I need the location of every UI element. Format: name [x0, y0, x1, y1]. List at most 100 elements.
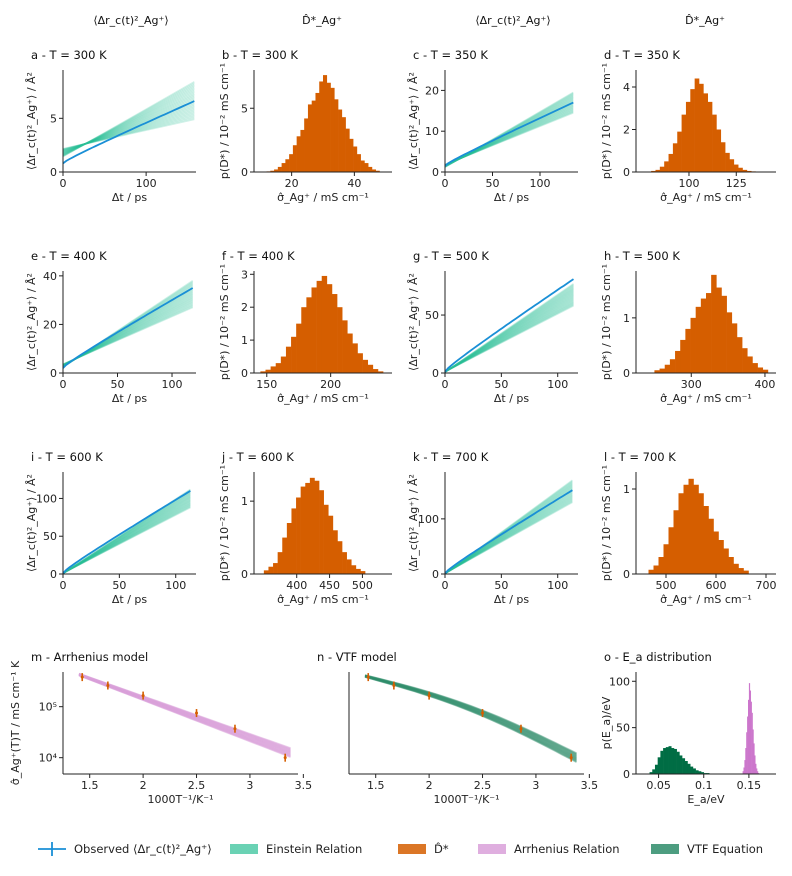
x-tick-label: 40: [347, 177, 361, 190]
einstein-fit-line: [444, 491, 573, 575]
histogram-bar: [311, 287, 317, 373]
einstein-fit-line: [62, 299, 194, 366]
histogram-bar: [684, 761, 688, 774]
einstein-fit-line: [62, 493, 191, 574]
histogram-bar: [744, 760, 746, 774]
einstein-fit-line: [62, 81, 195, 158]
einstein-fit-line: [62, 85, 195, 157]
histogram-bar: [675, 350, 681, 373]
x-tick-label: 0.1: [695, 779, 713, 792]
histogram-bar: [751, 712, 753, 774]
x-tick-label: 100: [547, 579, 568, 592]
histogram-bar: [680, 339, 686, 373]
histogram-bar: [668, 527, 674, 574]
histogram-bar: [756, 768, 758, 774]
legend-swatch-einstein: [230, 844, 258, 854]
einstein-fit-line: [444, 94, 574, 168]
histogram-bar: [307, 104, 313, 172]
einstein-fit-line: [62, 293, 194, 367]
einstein-fit-line: [444, 303, 574, 373]
histogram-bar: [306, 297, 312, 373]
histogram-bar: [651, 170, 656, 172]
y-tick-label: 3: [241, 268, 248, 281]
einstein-fit-line: [62, 93, 195, 155]
histogram-bar: [649, 772, 653, 774]
x-tick-label: 2: [140, 779, 147, 792]
y-axis-label: ⟨Δr_c(t)²_Ag⁺⟩ / Å²: [407, 474, 420, 572]
einstein-fit-line: [62, 94, 195, 155]
histogram-bar: [701, 772, 705, 774]
y-tick-label: 0: [623, 568, 630, 581]
einstein-fit-line: [62, 290, 194, 367]
histogram-bar: [757, 367, 764, 373]
einstein-fit-line: [62, 304, 194, 366]
histogram-bar: [669, 359, 676, 373]
x-tick-label: 400: [286, 579, 307, 592]
observed-msd-line: [62, 287, 194, 369]
histogram-bar: [275, 363, 282, 373]
legend-swatch-hist: [398, 844, 426, 854]
einstein-fit-line: [444, 287, 574, 373]
y-tick-label: 0: [241, 568, 248, 581]
panel-title: c - T = 350 K: [413, 48, 488, 62]
einstein-fit-line: [444, 492, 573, 575]
panel-title: m - Arrhenius model: [31, 650, 148, 664]
histogram-bar: [754, 755, 756, 774]
panel-title: k - T = 700 K: [413, 450, 489, 464]
histogram-bar: [351, 565, 357, 574]
y-tick-label: 50: [425, 309, 439, 322]
einstein-fit-line: [62, 105, 195, 153]
fit-line: [78, 673, 291, 751]
observed-point: [392, 684, 396, 688]
x-axis-label: 1000T⁻¹/K⁻¹: [147, 793, 213, 806]
x-tick-label: 3.5: [295, 779, 313, 792]
fit-line: [364, 676, 577, 762]
histogram-bar: [364, 163, 369, 172]
histogram-bar: [657, 757, 661, 774]
panel-o: o - E_a distribution 0.05 0.1 0.15 0 50 100 E_a…: [600, 650, 776, 806]
histogram-bar: [733, 164, 739, 172]
einstein-fit-line: [444, 111, 574, 166]
histogram-bar: [725, 152, 730, 172]
histogram-bar: [664, 161, 669, 172]
histogram-bar: [305, 482, 311, 574]
fit-line: [78, 673, 291, 753]
histogram-bar: [678, 493, 684, 574]
einstein-fit-line: [444, 285, 574, 373]
histogram-bar: [698, 493, 704, 574]
histogram-bar: [331, 294, 338, 373]
y-tick-label: 100: [609, 675, 630, 688]
einstein-fit-line: [444, 483, 573, 575]
panel-title: e - T = 400 K: [31, 249, 107, 263]
x-tick-label: 500: [656, 579, 677, 592]
histogram-bar: [315, 92, 320, 172]
einstein-fit-line: [62, 497, 191, 574]
histogram-bar: [762, 369, 769, 373]
histogram-bar: [285, 346, 292, 373]
panel-m: m - Arrhenius model 1.5 2 2.5 3 3.5 10⁴ 10⁵ 1000…: [9, 650, 312, 806]
x-axis-label: Δt / ps: [112, 593, 148, 606]
panel-a: a - T = 300 K 0 100 0 5 Δt / ps ⟨Δr_c(t)²_Ag⁺⟩…: [25, 48, 196, 204]
panel-title: b - T = 300 K: [222, 48, 298, 62]
x-tick-label: 150: [256, 378, 277, 391]
histogram-bar: [321, 275, 328, 373]
einstein-fit-line: [62, 118, 195, 150]
x-tick-label: 2.5: [188, 779, 206, 792]
einstein-fit-line: [62, 500, 191, 574]
x-tick-label: 0: [60, 177, 67, 190]
fit-line: [364, 674, 577, 754]
y-axis-label: p(D*) / 10⁻² mS cm⁻¹: [218, 465, 231, 581]
histogram-bar: [332, 530, 338, 574]
einstein-fit-line: [62, 504, 191, 574]
histogram-bar: [695, 770, 699, 774]
y-axis-label: ⟨Δr_c(t)²_Ag⁺⟩ / Å²: [25, 273, 38, 371]
einstein-fit-line: [444, 498, 573, 575]
einstein-fit-line: [444, 304, 574, 373]
histogram-bar: [750, 701, 752, 774]
einstein-fit-line: [444, 284, 574, 373]
histogram-bar: [752, 363, 758, 373]
einstein-fit-line: [444, 296, 574, 373]
einstein-fit-line: [62, 291, 194, 367]
